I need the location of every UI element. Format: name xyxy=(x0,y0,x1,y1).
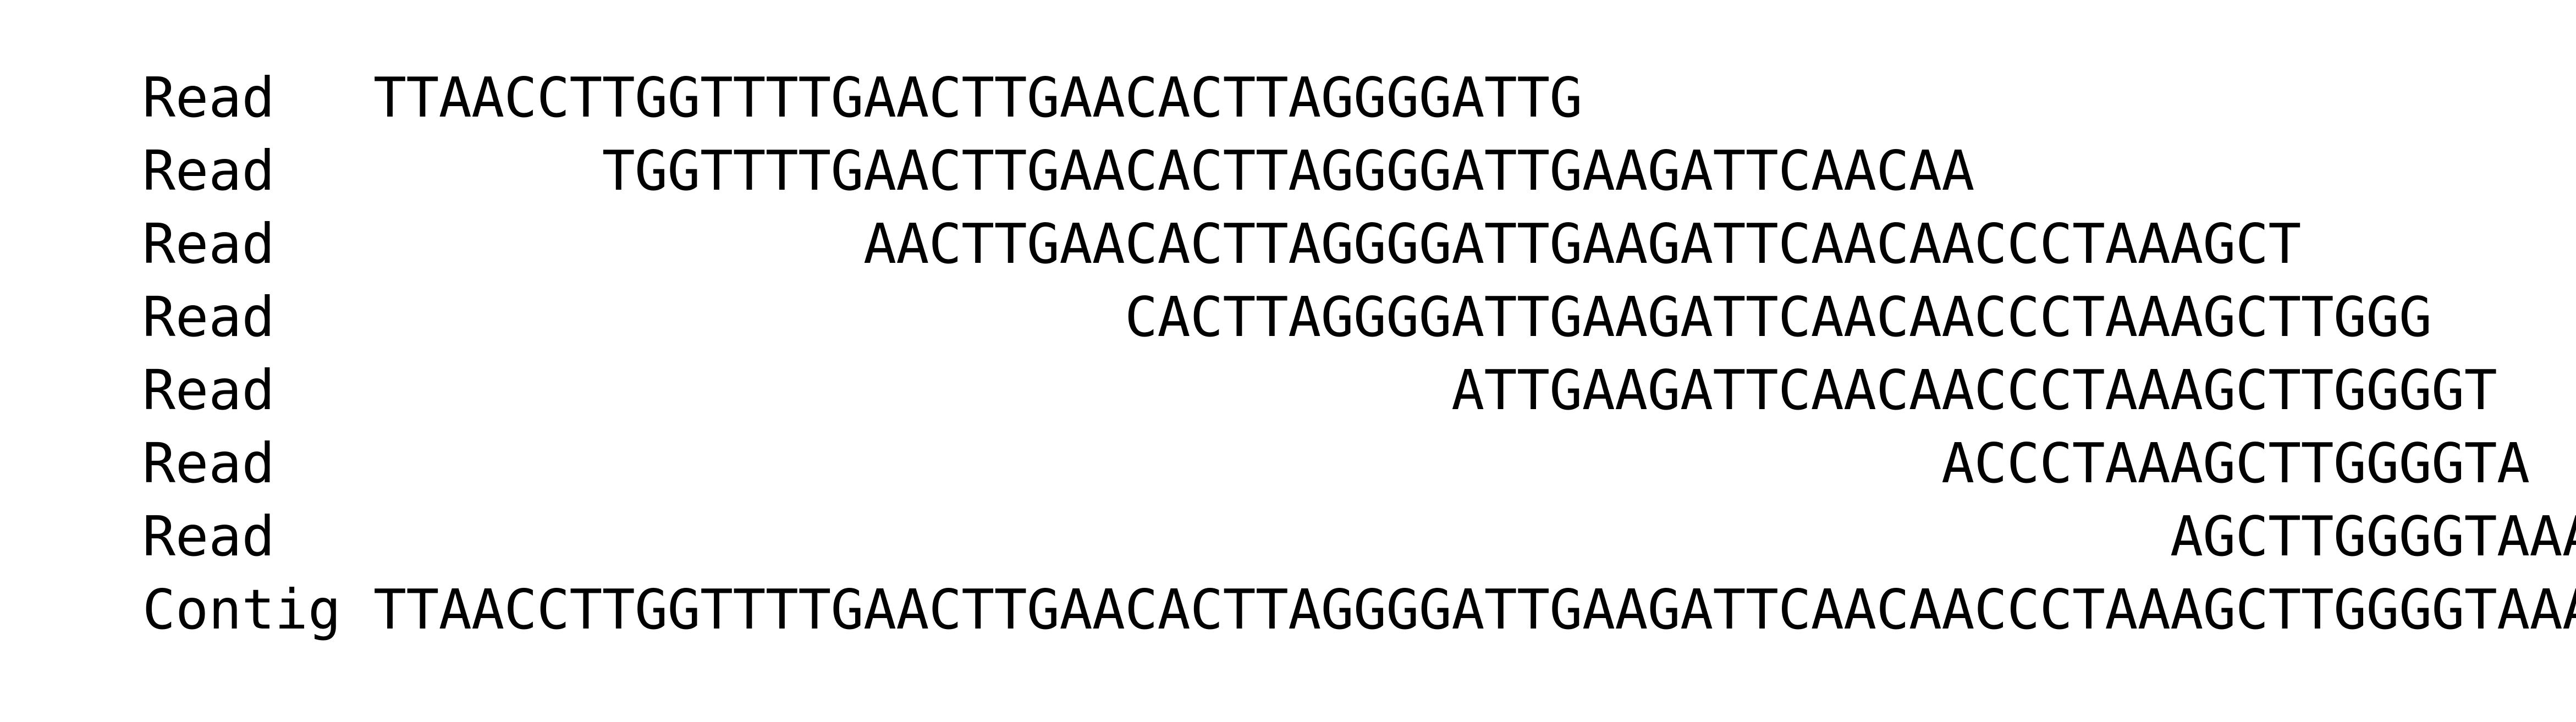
row-label: Read xyxy=(142,65,275,130)
read-sequence: CACTTAGGGGATTGAAGATTCAACAACCCTAAAGCTTGGG xyxy=(1125,285,2432,349)
row-label: Read xyxy=(142,504,275,569)
row-label: Read xyxy=(142,212,275,276)
row-label: Read xyxy=(142,285,275,349)
read-row-6: Read ACCCTAAAGCTTGGGGTA xyxy=(10,351,2530,495)
read-sequence: ATTGAAGATTCAACAACCCTAAAGCTTGGGGT xyxy=(1451,358,2497,422)
read-sequence: TGGTTTTGAACTTGAACACTTAGGGGATTGAAGATTCAAC… xyxy=(602,139,1975,203)
read-row-5: Read ATTGAAGATTCAACAACCCTAAAGCTTGGGGT xyxy=(10,278,2497,422)
read-sequence: AGCTTGGGGTAAAAC xyxy=(2170,504,2576,569)
read-row-7: Read AGCTTGGGGTAAAAC xyxy=(10,425,2576,569)
read-row-1: Read TTAACCTTGGTTTTGAACTTGAACACTTAGGGGATT… xyxy=(10,0,1583,130)
sequence-alignment: Read TTAACCTTGGTTTTGAACTTGAACACTTAGGGGATT… xyxy=(10,0,2576,642)
read-sequence: ACCCTAAAGCTTGGGGTA xyxy=(1941,431,2530,495)
read-row-3: Read AACTTGAACACTTAGGGGATTGAAGATTCAACAACC… xyxy=(10,132,2302,276)
row-label: Read xyxy=(142,358,275,422)
contig-row: Contig TTAACCTTGGTTTTGAACTTGAACACTTAGGGGA… xyxy=(10,498,2576,642)
contig-sequence: TTAACCTTGGTTTTGAACTTGAACACTTAGGGGATTGAAG… xyxy=(373,577,2576,642)
row-label: Read xyxy=(142,139,275,203)
row-label: Contig xyxy=(142,577,342,642)
read-sequence: TTAACCTTGGTTTTGAACTTGAACACTTAGGGGATTG xyxy=(373,65,1583,130)
read-sequence: AACTTGAACACTTAGGGGATTGAAGATTCAACAACCCTAA… xyxy=(863,212,2302,276)
row-label: Read xyxy=(142,431,275,495)
read-row-2: Read TGGTTTTGAACTTGAACACTTAGGGGATTGAAGATT… xyxy=(10,59,1975,203)
read-row-4: Read CACTTAGGGGATTGAAGATTCAACAACCCTAAAGCT… xyxy=(10,205,2432,349)
